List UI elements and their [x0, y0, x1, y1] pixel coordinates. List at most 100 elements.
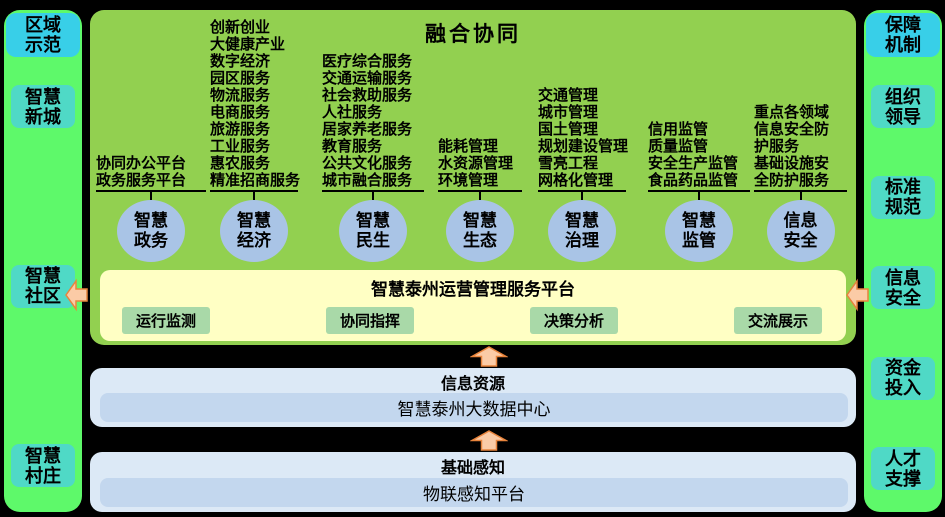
service-item: 精准招商服务 — [210, 172, 301, 189]
domain-circle-info-security: 信息 安全 — [766, 200, 835, 262]
connector-line — [698, 192, 700, 200]
connector-line — [581, 192, 583, 200]
layer-title: 信息资源 — [440, 376, 505, 393]
fusion-panel: 融合协同 协同办公平台 政务服务平台 智慧 政务 创新创业 大健康产业 数字经济 园区服… — [90, 10, 856, 345]
sidebar-item: 标准 规范 — [871, 175, 935, 219]
service-item: 全防护服务 — [754, 172, 830, 189]
column-economy: 创新创业 大健康产业 数字经济 园区服务 物流服务 电商服务 旅游服务 工业服务 惠农服务 精准招… — [210, 19, 301, 262]
service-item: 食品药品监管 — [648, 172, 739, 189]
service-item: 工业服务 — [210, 138, 271, 155]
service-item: 网格化管理 — [538, 172, 614, 189]
circle-label-bottom: 安全 — [783, 231, 818, 250]
service-item: 城市管理 — [538, 104, 599, 121]
service-item: 基础设施安 — [754, 155, 830, 172]
sidebar-item-line2: 领导 — [885, 106, 921, 127]
sidebar-item-line2: 投入 — [885, 378, 921, 398]
service-item: 社会救助服务 — [322, 87, 413, 104]
sidebar-item-line1: 智慧 — [25, 266, 61, 286]
column-info-security: 重点各领域 信息安全防 护服务 基础设施安 全防护服务 信息 安全 — [754, 104, 847, 262]
service-item: 质量监管 — [648, 138, 709, 155]
up-arrow-icon — [470, 430, 508, 451]
circle-label-top: 智慧 — [463, 211, 497, 230]
sidebar-item-line1: 组织 — [885, 86, 921, 107]
left-sidebar-regional-demo: 区域 示范 智慧 新城 智慧 社区 智慧 村庄 — [4, 10, 82, 512]
sidebar-item-line1: 智慧 — [25, 445, 61, 466]
column-government: 协同办公平台 政务服务平台 智慧 政务 — [96, 155, 206, 262]
column-ecology: 能耗管理 水资源管理 环境管理 智慧 生态 — [438, 138, 522, 262]
service-item: 大健康产业 — [210, 36, 286, 53]
service-item: 旅游服务 — [210, 121, 271, 138]
connector-line — [253, 192, 255, 200]
service-item: 电商服务 — [210, 104, 271, 121]
operations-platform-panel: 智慧泰州运营管理服务平台 运行监测 协同指挥 决策分析 交流展示 — [100, 270, 846, 341]
service-item: 政务服务平台 — [96, 172, 187, 189]
column-governance: 交通管理 城市管理 国土管理 规划建设管理 雪亮工程 网格化管理 智慧 治理 — [538, 87, 629, 262]
service-item: 安全生产监管 — [648, 155, 739, 172]
circle-label-top: 信息 — [783, 211, 818, 230]
sidebar-item: 组织 领导 — [871, 85, 935, 128]
sidebar-item-line2: 安全 — [885, 287, 921, 308]
service-item: 能耗管理 — [438, 138, 499, 155]
sidebar-item-line2: 支撑 — [885, 468, 921, 489]
service-item: 惠农服务 — [210, 155, 271, 172]
layer-title: 基础感知 — [440, 460, 505, 477]
big-data-center-box: 智慧泰州大数据中心 — [100, 393, 848, 422]
platform-button: 交流展示 — [733, 307, 822, 334]
sidebar-item-line1: 资金 — [885, 358, 921, 378]
sidebar-item-line1: 智慧 — [25, 86, 61, 107]
sidebar-item-line1: 信息 — [885, 267, 921, 288]
iot-platform-box: 物联感知平台 — [100, 478, 848, 507]
domain-circle-ecology: 智慧 生态 — [446, 200, 514, 262]
service-item: 重点各领域 — [754, 104, 830, 121]
connector-line — [479, 192, 481, 200]
service-item: 创新创业 — [210, 19, 271, 36]
circle-label-bottom: 监管 — [682, 231, 716, 250]
platform-button: 决策分析 — [529, 307, 618, 334]
sidebar-item-line2: 社区 — [25, 286, 61, 306]
column-supervision: 信用监管 质量监管 安全生产监管 食品药品监管 智慧 监管 — [648, 121, 750, 262]
sidebar-item: 资金 投入 — [871, 356, 935, 400]
service-list: 交通管理 城市管理 国土管理 规划建设管理 雪亮工程 网格化管理 — [538, 87, 629, 192]
service-item: 医疗综合服务 — [322, 53, 413, 70]
domain-circle-livelihood: 智慧 民生 — [339, 200, 407, 262]
information-resource-layer: 信息资源 智慧泰州大数据中心 — [90, 368, 856, 427]
service-item: 数字经济 — [210, 53, 271, 70]
circle-label-top: 智慧 — [134, 211, 168, 230]
right-sidebar-safeguards: 保障 机制 组织 领导 标准 规范 信息 安全 — [864, 10, 942, 512]
service-item: 居家养老服务 — [322, 121, 413, 138]
service-item: 环境管理 — [438, 172, 499, 189]
service-item: 教育服务 — [322, 138, 383, 155]
circle-label-top: 智慧 — [565, 211, 599, 230]
sidebar-item: 信息 安全 — [871, 266, 935, 309]
domain-circle-governance: 智慧 治理 — [548, 200, 616, 262]
service-item: 交通管理 — [538, 87, 599, 104]
service-list: 医疗综合服务 交通运输服务 社会救助服务 人社服务 居家养老服务 教育服务 公共文化服务 城市… — [322, 53, 424, 192]
service-item: 雪亮工程 — [538, 155, 599, 172]
service-item: 信用监管 — [648, 121, 709, 138]
circle-label-bottom: 生态 — [463, 231, 497, 250]
service-list: 创新创业 大健康产业 数字经济 园区服务 物流服务 电商服务 旅游服务 工业服务 惠农服务 精准招… — [210, 19, 301, 192]
circle-label-bottom: 政务 — [134, 231, 168, 250]
service-list: 重点各领域 信息安全防 护服务 基础设施安 全防护服务 — [754, 104, 847, 192]
service-item: 信息安全防 — [754, 121, 830, 138]
connector-line — [372, 192, 374, 200]
service-item: 物流服务 — [210, 87, 271, 104]
right-sidebar-title-line2: 机制 — [885, 35, 921, 55]
domain-circle-economy: 智慧 经济 — [220, 200, 288, 262]
service-item: 人社服务 — [322, 104, 383, 121]
up-arrow-icon — [470, 346, 508, 367]
platform-buttons: 运行监测 协同指挥 决策分析 交流展示 — [122, 307, 822, 334]
service-list: 信用监管 质量监管 安全生产监管 食品药品监管 — [648, 121, 750, 192]
service-item: 城市融合服务 — [322, 172, 413, 189]
service-item: 园区服务 — [210, 70, 271, 87]
connector-line — [150, 192, 152, 200]
service-item: 规划建设管理 — [538, 138, 629, 155]
domain-circle-supervision: 智慧 监管 — [665, 200, 733, 262]
circle-label-bottom: 治理 — [565, 231, 599, 250]
right-sidebar-title: 保障 机制 — [866, 13, 940, 57]
right-sidebar-title-line1: 保障 — [885, 15, 921, 35]
sidebar-item: 人才 支撑 — [871, 447, 935, 490]
basic-sensing-layer: 基础感知 物联感知平台 — [90, 452, 856, 512]
service-columns: 协同办公平台 政务服务平台 智慧 政务 创新创业 大健康产业 数字经济 园区服务 物流服务… — [90, 10, 856, 262]
